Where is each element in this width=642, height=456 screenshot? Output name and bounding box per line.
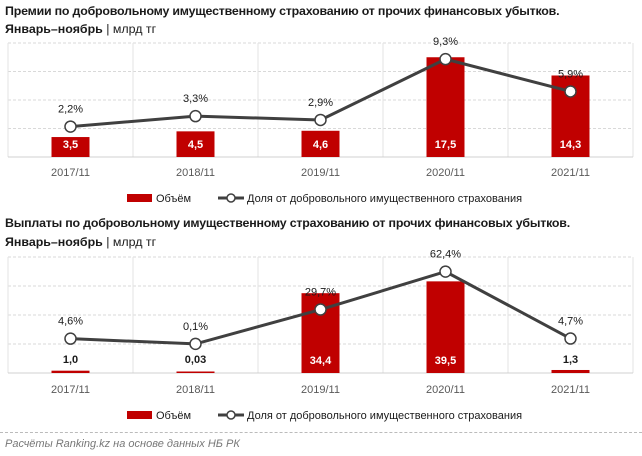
share-marker <box>439 265 452 278</box>
bar-value-label: 14,3 <box>560 139 581 151</box>
legend-bar-swatch <box>127 194 152 202</box>
chart1-svg: 3,5 4,5 4,6 17,5 14,3 2,2% 3,3% 2,9% 9,3% 5,9% 201… <box>7 36 634 205</box>
x-tick-label: 2018/11 <box>176 384 215 396</box>
legend-bar-swatch <box>127 411 152 419</box>
chart2-subtitle-separator: | <box>106 235 110 249</box>
x-tick-label: 2018/11 <box>176 167 215 179</box>
bar-value-label: 3,5 <box>63 139 78 151</box>
share-value-label: 4,6% <box>58 316 83 328</box>
share-value-label: 2,9% <box>308 97 333 109</box>
legend-line-label: Доля от добровольного имущественного стр… <box>247 410 522 422</box>
x-tick-label: 2017/11 <box>51 167 90 179</box>
chart2-svg: 1,0 0,03 34,4 39,5 1,3 4,6% 0,1% 29,7% 62,4% 4,7%… <box>7 249 634 422</box>
bar-value-label: 1,3 <box>563 354 578 366</box>
bar-2019/11 <box>301 130 340 157</box>
chart2-unit: млрд тг <box>112 235 157 249</box>
share-value-label: 29,7% <box>305 287 336 299</box>
share-value-label: 4,7% <box>558 316 583 328</box>
legend-line-marker <box>226 193 236 203</box>
share-value-label: 0,1% <box>183 321 208 333</box>
chart2-title: Выплаты по добровольному имущественному … <box>5 216 570 230</box>
footer-divider <box>0 432 642 433</box>
bar-value-label: 4,6 <box>313 139 328 151</box>
x-tick-label: 2020/11 <box>426 384 465 396</box>
bar-2018/11 <box>176 131 215 157</box>
share-marker <box>189 109 202 123</box>
legend-line-marker <box>226 410 236 420</box>
x-tick-label: 2019/11 <box>301 384 340 396</box>
bar-value-label: 34,4 <box>310 355 332 367</box>
legend-bar-label: Объём <box>156 410 191 422</box>
chart1-subtitle: Январь–ноябрь | млрд тг <box>5 22 156 36</box>
chart2-period: Январь–ноябрь <box>5 235 103 249</box>
bar-value-label: 17,5 <box>435 139 456 151</box>
bar-value-label: 0,03 <box>185 354 206 366</box>
chart1-title: Премии по добровольному имущественному с… <box>5 4 560 18</box>
share-marker <box>564 332 577 345</box>
bar-2017/11 <box>51 370 90 373</box>
bar-value-label: 1,0 <box>63 354 78 366</box>
bar-2018/11 <box>176 371 215 373</box>
share-marker <box>564 85 577 98</box>
x-tick-label: 2021/11 <box>551 167 590 179</box>
chart1-unit: млрд тг <box>112 22 157 36</box>
chart1-subtitle-separator: | <box>106 22 110 36</box>
chart1-period: Январь–ноябрь <box>5 22 103 36</box>
chart2-subtitle: Январь–ноябрь | млрд тг <box>5 235 156 249</box>
share-value-label: 62,4% <box>430 249 461 261</box>
x-tick-label: 2021/11 <box>551 384 590 396</box>
bar-value-label: 39,5 <box>435 355 456 367</box>
legend-bar-label: Объём <box>156 193 191 205</box>
share-marker <box>64 120 77 133</box>
share-value-label: 2,2% <box>58 104 83 116</box>
x-tick-label: 2020/11 <box>426 167 465 179</box>
share-marker <box>314 303 327 316</box>
share-value-label: 9,3% <box>433 36 458 48</box>
share-value-label: 5,9% <box>558 68 583 80</box>
legend-line-label: Доля от добровольного имущественного стр… <box>247 193 522 205</box>
share-marker <box>439 52 452 66</box>
bar-2017/11 <box>51 137 90 157</box>
bar-2020/11 <box>426 57 465 157</box>
bar-2020/11 <box>426 281 465 373</box>
share-marker <box>189 337 202 351</box>
source-note: Расчёты Ranking.kz на основе данных НБ Р… <box>5 438 240 450</box>
bar-2021/11 <box>551 369 590 373</box>
bar-value-label: 4,5 <box>188 139 203 151</box>
x-tick-label: 2017/11 <box>51 384 90 396</box>
x-tick-label: 2019/11 <box>301 167 340 179</box>
share-value-label: 3,3% <box>183 93 208 105</box>
share-marker <box>64 332 77 345</box>
share-marker <box>314 113 327 127</box>
